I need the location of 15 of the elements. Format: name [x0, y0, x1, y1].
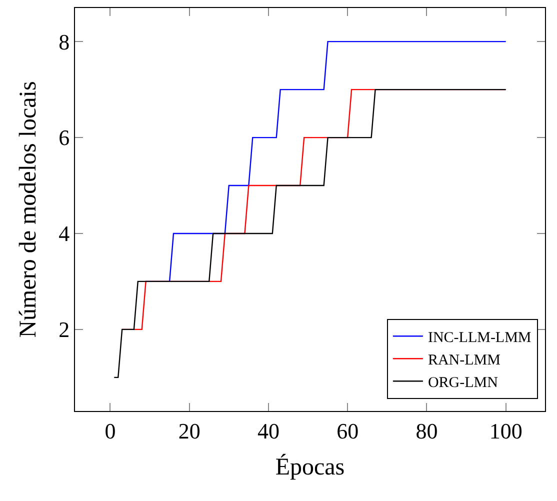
y-axis-title: Número de modelos locais: [16, 81, 42, 338]
x-tick-label: 40: [257, 418, 280, 444]
y-tick-label: 8: [58, 29, 70, 54]
y-tick-label: 6: [58, 125, 70, 150]
legend-label: RAN-LMM: [428, 352, 500, 369]
x-axis-title: Épocas: [275, 454, 345, 481]
x-tick-label: 20: [178, 418, 200, 444]
x-tick-label: 80: [416, 418, 438, 444]
legend-label: ORG-LMN: [428, 375, 498, 392]
y-tick-label: 4: [58, 221, 70, 246]
x-tick-label: 60: [336, 418, 359, 444]
y-tick-label: 2: [58, 317, 70, 342]
x-tick-label: 100: [489, 418, 522, 444]
legend-label: INC-LLM-LMM: [428, 330, 532, 346]
x-tick-label: 0: [104, 418, 116, 444]
